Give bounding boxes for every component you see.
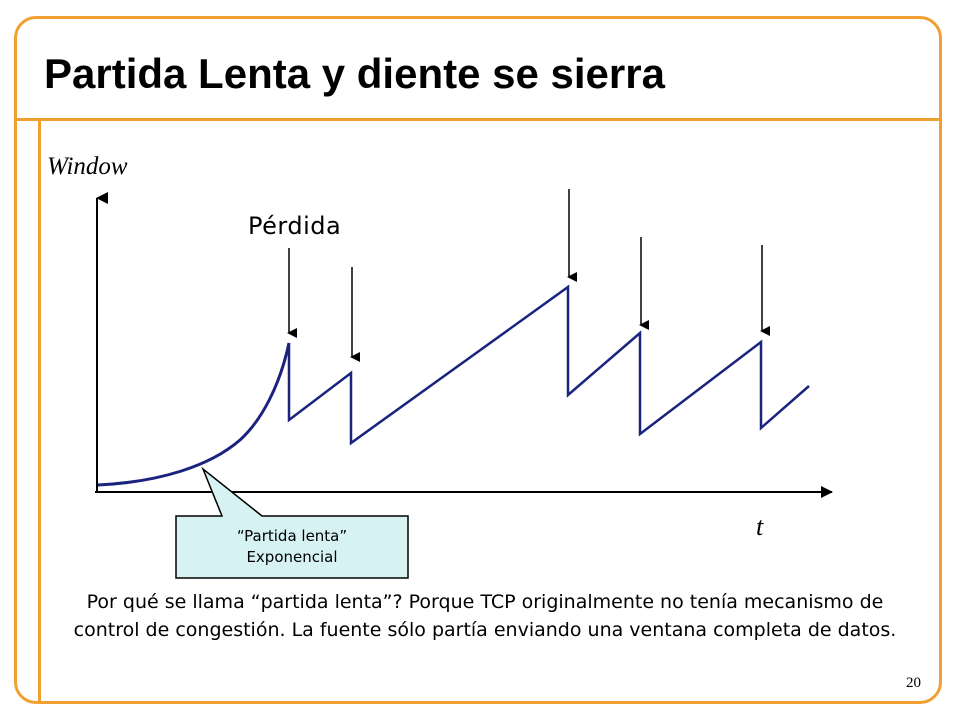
callout-text: “Partida lenta” Exponencial <box>176 516 408 578</box>
callout-line-1: “Partida lenta” <box>236 527 348 545</box>
slide-title: Partida Lenta y diente se sierra <box>44 50 665 97</box>
caption-text: Por qué se llama “partida lenta”? Porque… <box>73 591 897 641</box>
slide-frame <box>14 16 942 704</box>
x-axis-label: t <box>756 512 764 541</box>
page-number: 20 <box>906 675 921 691</box>
sawtooth-line <box>287 284 810 446</box>
slow-start-curve <box>97 342 291 487</box>
callout-line-2: Exponencial <box>246 548 338 566</box>
left-divider <box>38 121 41 704</box>
y-axis-label: Window <box>47 153 128 180</box>
header-divider <box>14 118 942 121</box>
loss-label: Pérdida <box>248 212 342 240</box>
slow-start-callout <box>175 466 409 579</box>
